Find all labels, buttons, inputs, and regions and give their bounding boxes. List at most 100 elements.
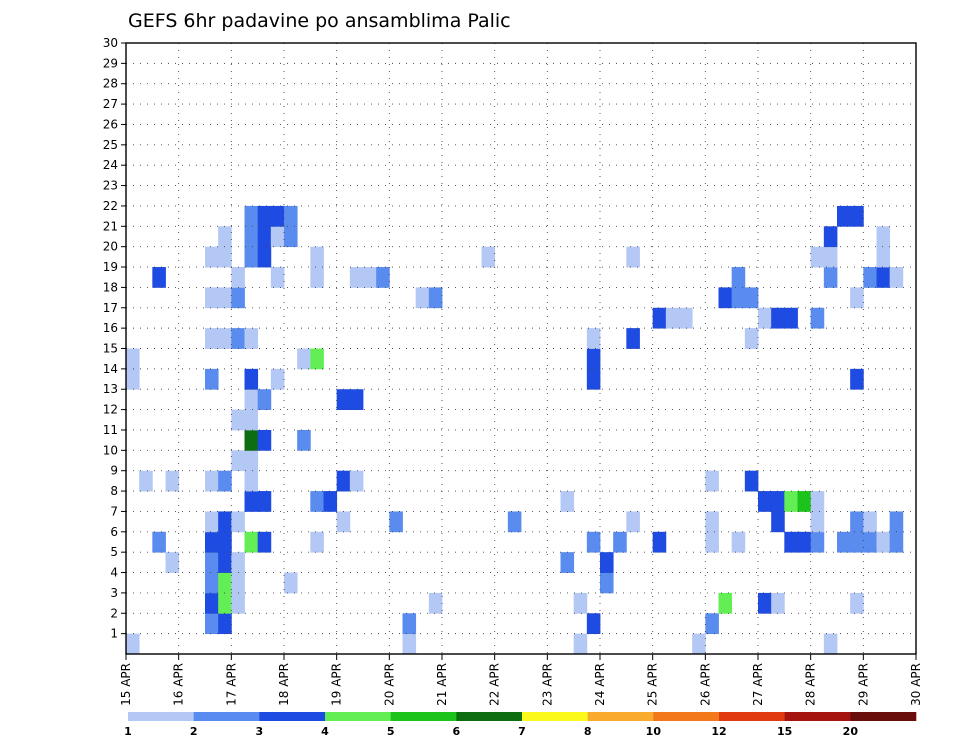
heatmap-cell xyxy=(797,491,812,512)
y-tick-label: 7 xyxy=(110,504,118,518)
y-tick-label: 2 xyxy=(110,606,118,620)
heatmap-cell xyxy=(218,531,232,553)
heatmap-cell xyxy=(573,633,588,655)
y-tick-label: 30 xyxy=(103,36,118,50)
colorbar-swatch xyxy=(128,712,194,721)
heatmap-cell xyxy=(507,511,522,533)
heatmap-cell xyxy=(402,633,417,655)
heatmap-cell xyxy=(205,470,219,492)
heatmap-cell xyxy=(205,531,219,553)
heatmap-cell xyxy=(810,246,825,268)
heatmap-cell xyxy=(231,328,245,349)
heatmap-cell xyxy=(731,267,746,288)
heatmap-cell xyxy=(270,226,285,248)
heatmap-cell xyxy=(718,592,733,614)
y-tick-label: 21 xyxy=(103,219,118,233)
heatmap-cell xyxy=(297,348,311,370)
heatmap-cell xyxy=(205,287,219,309)
y-tick-label: 1 xyxy=(110,627,118,641)
heatmap-cell xyxy=(152,267,166,288)
x-tick-label: 28 APR xyxy=(804,663,818,706)
y-tick-label: 19 xyxy=(103,260,118,274)
y-tick-label: 18 xyxy=(103,280,118,294)
heatmap-cell xyxy=(257,491,272,512)
heatmap-cell xyxy=(758,307,772,329)
heatmap-cell xyxy=(428,287,443,309)
heatmap-cell xyxy=(586,368,601,390)
heatmap-cell xyxy=(389,511,403,533)
heatmap-cell xyxy=(310,246,324,268)
heatmap-cell xyxy=(810,531,825,553)
heatmap-cell xyxy=(744,287,759,309)
heatmap-cell xyxy=(744,328,759,349)
y-tick-label: 25 xyxy=(103,138,118,152)
heatmap-cell xyxy=(244,246,259,268)
heatmap-cell xyxy=(231,450,245,472)
heatmap-cell xyxy=(876,246,891,268)
heatmap-cell xyxy=(889,511,904,533)
dotted-grid xyxy=(126,43,916,654)
heatmap-cell xyxy=(718,287,733,309)
heatmap-cell xyxy=(784,491,798,512)
x-tick-label: 19 APR xyxy=(330,663,344,706)
heatmap-cell xyxy=(257,205,272,227)
heatmap-cell xyxy=(876,531,891,553)
heatmap-cell xyxy=(771,491,785,512)
colorbar-label: 2 xyxy=(190,725,198,738)
heatmap-cell xyxy=(810,491,825,512)
heatmap-cell xyxy=(284,226,298,248)
heatmap-cell xyxy=(257,226,272,248)
colorbar-label: 15 xyxy=(777,725,792,738)
y-tick-label: 4 xyxy=(110,566,118,580)
heatmap-cell xyxy=(205,592,219,614)
heatmap-cell xyxy=(679,307,693,329)
heatmap-cell xyxy=(586,531,601,553)
heatmap-cell xyxy=(349,267,364,288)
heatmap-cell xyxy=(257,429,272,451)
heatmap-cell xyxy=(139,470,153,492)
heatmap-cell xyxy=(257,531,272,553)
y-tick-label: 24 xyxy=(103,158,118,172)
heatmap-cell xyxy=(336,470,351,492)
colorbar-label: 6 xyxy=(453,725,461,738)
x-tick-label: 18 APR xyxy=(277,663,291,706)
heatmap-cell xyxy=(850,511,864,533)
colorbar-swatch xyxy=(850,712,917,721)
heatmap-cell xyxy=(428,592,443,614)
heatmap-cell xyxy=(310,491,324,512)
colorbar-swatch xyxy=(193,712,260,721)
heatmap-cell xyxy=(126,633,140,655)
heatmap-cell xyxy=(586,348,601,370)
heatmap-cell xyxy=(218,572,232,594)
heatmap-cell xyxy=(731,531,746,553)
heatmap-cell xyxy=(771,511,785,533)
heatmap-cell xyxy=(218,246,232,268)
y-tick-label: 3 xyxy=(110,586,118,600)
heatmap-cell xyxy=(850,592,864,614)
heatmap-cell xyxy=(205,572,219,594)
heatmap-cell xyxy=(165,552,180,573)
heatmap-cell xyxy=(823,226,838,248)
heatmap-cell xyxy=(244,450,259,472)
heatmap-cell xyxy=(876,267,891,288)
y-tick-label: 22 xyxy=(103,199,118,213)
heatmap-cell xyxy=(244,429,259,451)
x-tick-label: 26 APR xyxy=(698,663,712,706)
colorbar-swatch xyxy=(719,712,785,721)
y-tick-label: 12 xyxy=(103,403,118,417)
heatmap-cell xyxy=(376,267,390,288)
y-tick-label: 6 xyxy=(110,525,118,539)
heatmap-cell xyxy=(231,409,245,431)
heatmap-cell xyxy=(284,205,298,227)
heatmap-cell xyxy=(336,511,351,533)
heatmap-cell xyxy=(810,307,825,329)
heatmap-cell xyxy=(336,389,351,410)
heatmap-cell xyxy=(652,531,667,553)
colorbar-label: 5 xyxy=(387,725,395,738)
heatmap-cell xyxy=(863,511,877,533)
heatmap-cell xyxy=(270,368,285,390)
y-tick-label: 8 xyxy=(110,484,118,498)
colorbar-label: 12 xyxy=(711,725,726,738)
heatmap-cell xyxy=(863,267,877,288)
